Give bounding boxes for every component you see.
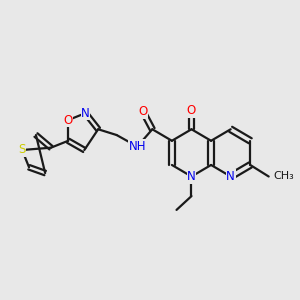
Text: N: N — [226, 170, 235, 183]
Text: NH: NH — [129, 140, 146, 153]
Text: N: N — [187, 170, 196, 183]
Text: CH₃: CH₃ — [273, 172, 294, 182]
Text: O: O — [187, 104, 196, 117]
Text: O: O — [139, 106, 148, 118]
Text: N: N — [81, 106, 90, 120]
Text: S: S — [18, 143, 26, 157]
Text: O: O — [64, 113, 73, 127]
